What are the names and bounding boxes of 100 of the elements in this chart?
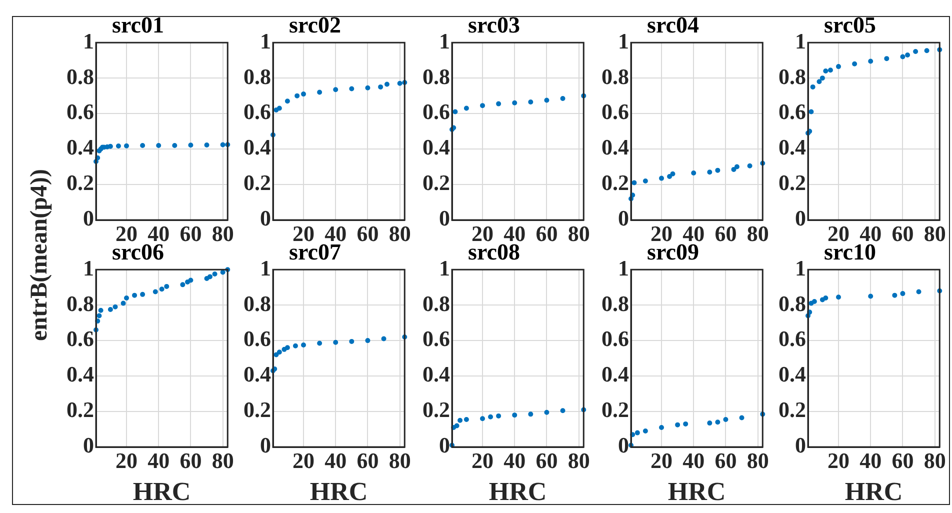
point xyxy=(723,417,728,422)
chart-title: src02 xyxy=(289,12,341,38)
x-tick-label: 20 xyxy=(828,448,850,473)
point xyxy=(464,106,469,111)
point xyxy=(284,345,290,350)
point xyxy=(132,292,138,298)
point xyxy=(384,82,390,87)
y-tick-label: 1 xyxy=(795,255,806,280)
point xyxy=(528,412,534,417)
y-tick-label: 0.6 xyxy=(778,326,806,352)
point xyxy=(159,286,164,292)
point xyxy=(707,170,712,175)
y-tick-label: 0.4 xyxy=(778,134,806,160)
y-tick-label: 0.8 xyxy=(66,290,94,316)
point xyxy=(496,413,502,418)
point xyxy=(488,414,494,420)
point xyxy=(808,109,814,114)
point xyxy=(108,307,113,312)
point xyxy=(124,295,129,300)
y-tick-label: 0.6 xyxy=(422,326,450,352)
point xyxy=(632,180,637,186)
y-tick-label: 0.8 xyxy=(244,64,271,89)
point xyxy=(812,299,817,304)
point xyxy=(823,295,828,300)
y-tick-label: 0.6 xyxy=(244,326,271,352)
point xyxy=(900,54,906,60)
x-tick-label: 60 xyxy=(892,448,914,473)
point xyxy=(683,421,688,426)
y-tick-label: 0.8 xyxy=(778,64,806,89)
y-tick-label: 0.2 xyxy=(778,170,806,196)
point xyxy=(480,103,485,108)
y-tick-label: 0 xyxy=(260,432,271,458)
y-tick-label: 0.6 xyxy=(602,326,629,352)
x-tick-label: 40 xyxy=(148,448,170,473)
x-tick-label: 20 xyxy=(650,220,672,246)
point xyxy=(675,422,680,428)
y-tick-label: 0.8 xyxy=(422,64,450,89)
y-tick-label: 0 xyxy=(83,206,94,231)
point xyxy=(124,143,129,148)
x-tick-label: 20 xyxy=(116,448,138,473)
point xyxy=(98,308,104,313)
x-tick-label: 20 xyxy=(650,448,672,473)
point xyxy=(659,424,664,430)
x-axis-title: HRC xyxy=(668,477,726,506)
point xyxy=(294,93,300,98)
chart-title: src05 xyxy=(824,12,876,38)
y-tick-label: 0.2 xyxy=(602,397,629,422)
point xyxy=(905,52,910,58)
y-tick-label: 1 xyxy=(618,255,629,280)
y-tick-label: 0.8 xyxy=(602,290,629,316)
point xyxy=(868,58,874,64)
point xyxy=(452,109,458,114)
point xyxy=(365,85,370,90)
point xyxy=(670,171,676,176)
point xyxy=(188,142,194,148)
point xyxy=(140,292,146,297)
point xyxy=(185,280,190,285)
point xyxy=(823,68,828,74)
x-tick-label: 60 xyxy=(180,220,202,246)
y-tick-label: 0.4 xyxy=(244,134,271,160)
point xyxy=(731,166,736,172)
point xyxy=(333,340,338,345)
point xyxy=(734,164,740,170)
chart-title: src04 xyxy=(647,12,700,38)
point xyxy=(276,350,282,355)
point xyxy=(292,343,298,348)
y-tick-label: 0.4 xyxy=(602,362,629,387)
x-tick-label: 80 xyxy=(388,220,411,246)
x-tick-label: 80 xyxy=(746,448,769,473)
point xyxy=(715,168,720,173)
point xyxy=(747,163,752,168)
y-tick-label: 0.2 xyxy=(66,170,94,196)
y-tick-label: 1 xyxy=(260,28,271,54)
point xyxy=(836,64,841,70)
y-tick-label: 0.4 xyxy=(66,362,94,387)
y-tick-label: 0 xyxy=(795,432,806,458)
y-tick-label: 0.2 xyxy=(422,397,450,422)
point xyxy=(188,278,194,283)
y-tick-label: 0.4 xyxy=(602,134,629,160)
point xyxy=(458,418,463,423)
x-axis-title: HRC xyxy=(488,477,547,506)
point xyxy=(828,68,833,73)
point xyxy=(96,313,102,318)
x-tick-label: 20 xyxy=(292,448,314,473)
point xyxy=(707,420,712,426)
point xyxy=(480,416,485,422)
point xyxy=(715,420,720,425)
point xyxy=(378,84,384,90)
y-tick-label: 1 xyxy=(618,28,629,54)
x-tick-label: 60 xyxy=(356,220,379,246)
x-tick-label: 80 xyxy=(212,448,234,473)
y-tick-label: 0.4 xyxy=(422,362,450,387)
point xyxy=(207,274,212,280)
point xyxy=(381,336,386,342)
y-tick-label: 0 xyxy=(260,206,271,231)
chart-title: src01 xyxy=(112,12,164,38)
point xyxy=(156,142,162,148)
point xyxy=(560,408,566,414)
y-tick-label: 1 xyxy=(439,28,450,54)
x-tick-label: 60 xyxy=(356,448,379,473)
